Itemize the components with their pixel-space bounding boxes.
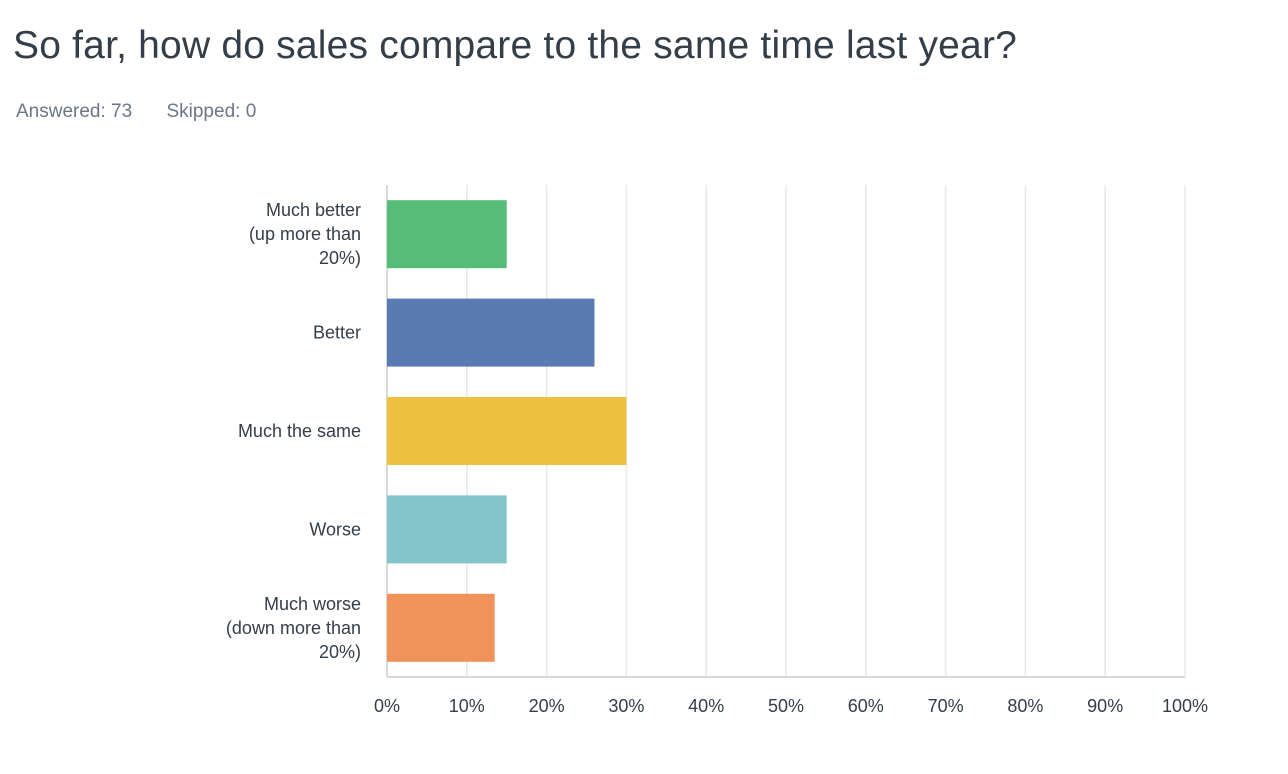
- category-label: Better: [313, 323, 361, 343]
- category-label: Much worse (down more than 20%): [226, 594, 361, 662]
- x-tick-label: 20%: [529, 696, 565, 716]
- skipped-count: Skipped: 0: [166, 101, 257, 122]
- bar: [387, 593, 495, 662]
- question-title: So far, how do sales compare to the same…: [13, 24, 1018, 67]
- x-tick-label: 60%: [848, 696, 884, 716]
- category-label: Much the same: [238, 421, 361, 441]
- bar: [387, 495, 507, 564]
- x-tick-label: 40%: [688, 696, 724, 716]
- x-tick-label: 90%: [1087, 696, 1123, 716]
- bar: [387, 298, 595, 367]
- x-tick-label: 100%: [1162, 696, 1208, 716]
- bar: [387, 397, 627, 465]
- x-tick-label: 80%: [1007, 696, 1043, 716]
- category-label: Worse: [309, 519, 361, 539]
- x-tick-label: 10%: [449, 696, 485, 716]
- x-tick-label: 0%: [374, 696, 400, 716]
- response-stats: Answered: 73 Skipped: 0: [16, 101, 256, 123]
- x-tick-label: 70%: [928, 696, 964, 716]
- category-label: Much better (up more than 20%): [249, 200, 361, 268]
- x-tick-label: 30%: [608, 696, 644, 716]
- answered-count: Answered: 73: [16, 101, 133, 122]
- x-tick-label: 50%: [768, 696, 804, 716]
- bar: [387, 200, 507, 269]
